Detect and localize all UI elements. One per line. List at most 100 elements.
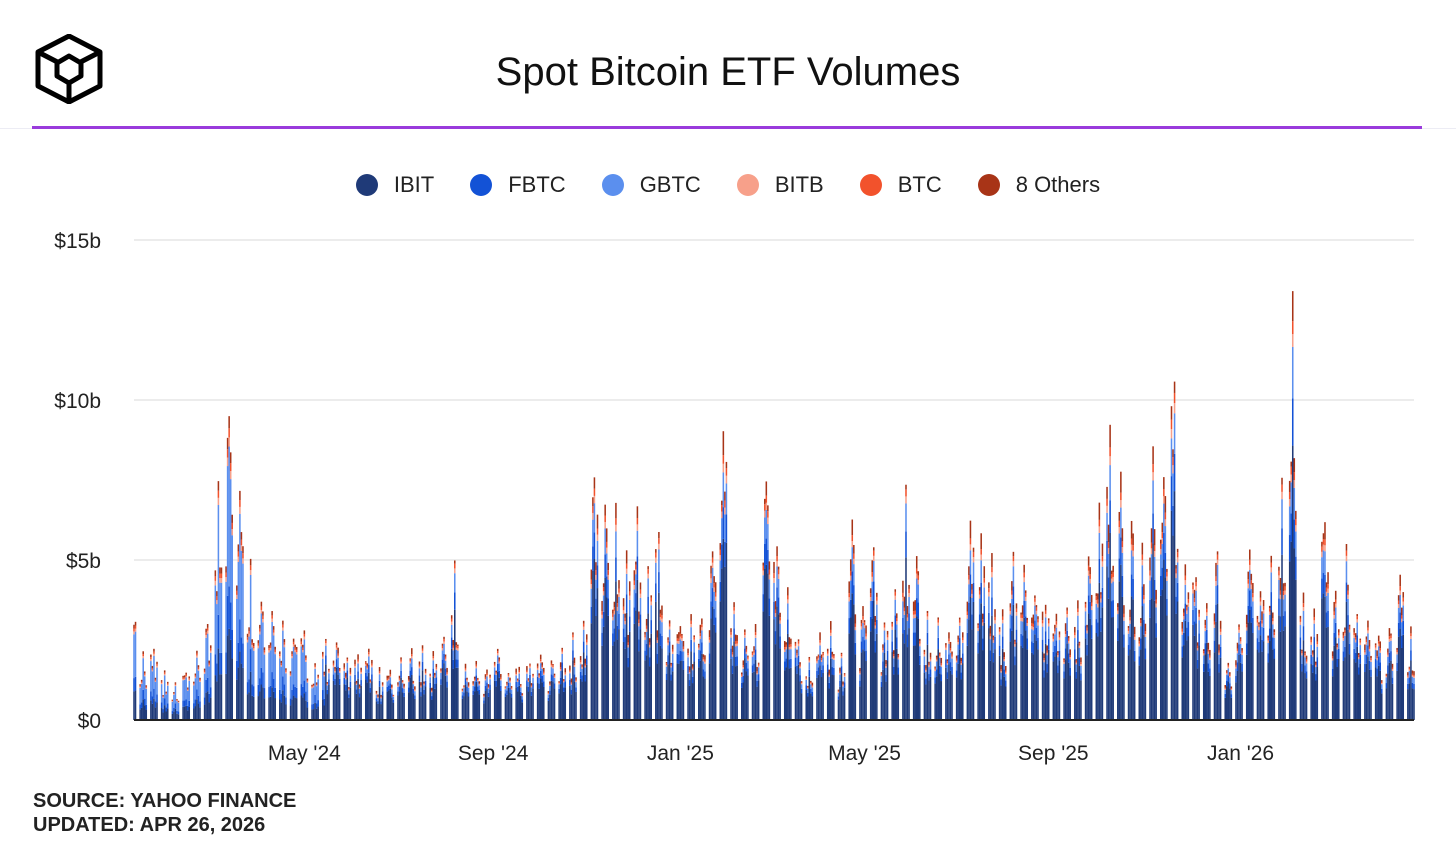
bar-segment-ibit	[248, 692, 250, 720]
bar-segment-btc	[1376, 656, 1378, 659]
bar-segment-bitb	[478, 684, 481, 686]
bar-segment-fbtc	[785, 658, 788, 668]
bar-segment-btc	[595, 570, 597, 575]
bar-day	[572, 632, 574, 720]
bar-day	[538, 673, 540, 720]
bar-segment-btc	[1121, 541, 1124, 548]
bar-segment-gbtc	[409, 663, 412, 671]
bar-segment-others	[937, 617, 939, 620]
bar-day	[1295, 510, 1297, 720]
bar-segment-others	[935, 655, 938, 658]
bar-segment-fbtc	[1322, 572, 1325, 594]
bar-segment-ibit	[145, 709, 148, 720]
bar-segment-ibit	[989, 660, 992, 720]
bar-segment-bitb	[1213, 624, 1216, 628]
bar-segment-gbtc	[389, 677, 392, 684]
bar-day	[937, 617, 939, 720]
bar-segment-others	[378, 667, 381, 672]
bar-segment-ibit	[1218, 672, 1220, 720]
bar-segment-bitb	[1078, 645, 1081, 649]
bar-day	[1273, 629, 1276, 720]
bar-segment-ibit	[515, 687, 517, 720]
bar-day	[1107, 524, 1110, 720]
bar-segment-gbtc	[1159, 554, 1162, 577]
bar-day	[1322, 533, 1325, 720]
bar-segment-fbtc	[645, 644, 648, 656]
bar-segment-btc	[1166, 571, 1168, 577]
bar-segment-fbtc	[186, 705, 189, 711]
bar-segment-btc	[504, 687, 507, 689]
bar-segment-btc	[579, 660, 582, 663]
bar-segment-bitb	[667, 642, 669, 646]
bar-segment-fbtc	[1239, 653, 1242, 663]
bar-segment-others	[553, 673, 556, 676]
bar-segment-gbtc	[661, 622, 663, 636]
bar-segment-fbtc	[1150, 577, 1153, 599]
bar-segment-others	[300, 638, 303, 642]
bar-segment-btc	[998, 629, 1001, 632]
bar-segment-others	[958, 617, 961, 620]
bar-segment-btc	[1325, 587, 1328, 592]
bar-day	[622, 598, 625, 720]
bar-day	[1334, 590, 1337, 720]
bar-segment-btc	[452, 645, 454, 648]
bar-segment-gbtc	[1143, 603, 1145, 620]
bar-segment-bitb	[156, 665, 158, 668]
bar-day	[1034, 595, 1036, 720]
bar-segment-gbtc	[1356, 622, 1358, 636]
bar-segment-others	[710, 565, 712, 574]
bar-segment-ibit	[388, 690, 390, 720]
bar-segment-btc	[711, 557, 714, 563]
bar-segment-others	[988, 582, 990, 589]
bar-segment-ibit	[928, 680, 930, 720]
bar-segment-gbtc	[1035, 614, 1038, 629]
bar-segment-btc	[509, 680, 511, 682]
bar-segment-fbtc	[1172, 505, 1174, 536]
bar-day	[1046, 645, 1048, 720]
bar-segment-ibit	[693, 661, 695, 720]
bar-segment-others	[1141, 542, 1144, 555]
bar-segment-gbtc	[1121, 552, 1124, 576]
bar-day	[1279, 577, 1282, 720]
bar-segment-bitb	[1031, 626, 1033, 630]
bar-segment-btc	[539, 659, 542, 662]
bar-segment-fbtc	[1224, 693, 1226, 698]
bar-segment-btc	[163, 672, 166, 674]
bar-day	[403, 683, 405, 720]
bar-segment-btc	[1224, 687, 1226, 689]
bar-segment-fbtc	[562, 687, 565, 692]
bar-segment-gbtc	[601, 618, 603, 633]
bar-day	[842, 681, 844, 720]
bar-segment-btc	[1130, 538, 1133, 545]
bar-segment-others	[908, 584, 910, 589]
bar-day	[1195, 577, 1197, 720]
bar-segment-others	[1281, 477, 1283, 485]
bar-segment-bitb	[602, 591, 605, 596]
bar-segment-gbtc	[1311, 656, 1314, 666]
bar-segment-gbtc	[1095, 603, 1098, 620]
bar-segment-bitb	[1202, 653, 1205, 656]
bar-day	[925, 665, 927, 720]
bar-day	[1132, 533, 1134, 720]
bar-segment-others	[1229, 672, 1231, 675]
bar-segment-bitb	[1087, 570, 1090, 576]
bar-segment-fbtc	[636, 556, 639, 580]
bar-segment-bitb	[1388, 638, 1391, 642]
bar-day	[767, 505, 769, 720]
bar-segment-gbtc	[1315, 667, 1317, 675]
bar-segment-btc	[378, 671, 381, 673]
bar-segment-gbtc	[183, 679, 186, 701]
bar-segment-fbtc	[1413, 683, 1415, 690]
bar-segment-btc	[650, 597, 652, 602]
bar-segment-gbtc	[1388, 641, 1391, 653]
bar-segment-btc	[1215, 576, 1217, 582]
bar-segment-btc	[831, 654, 834, 657]
bar-segment-others	[776, 546, 778, 557]
bar-segment-fbtc	[796, 665, 798, 674]
bar-segment-bitb	[375, 693, 378, 695]
bar-segment-btc	[671, 649, 674, 652]
bar-segment-ibit	[768, 615, 771, 720]
bar-segment-others	[851, 519, 854, 536]
bar-segment-bitb	[615, 524, 617, 532]
bar-segment-others	[1325, 582, 1328, 588]
